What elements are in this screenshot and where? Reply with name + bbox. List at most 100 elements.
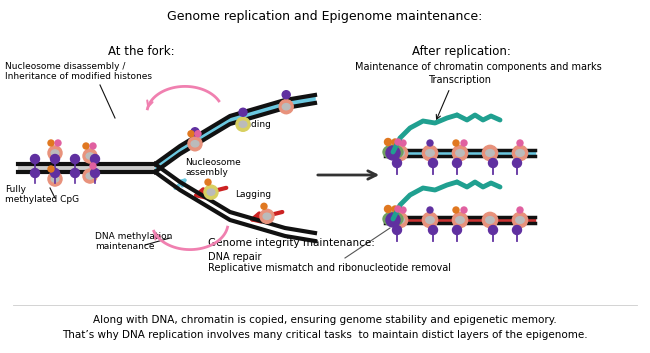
Circle shape bbox=[48, 166, 54, 172]
Wedge shape bbox=[243, 117, 250, 131]
Wedge shape bbox=[490, 145, 498, 161]
Ellipse shape bbox=[456, 217, 464, 223]
Ellipse shape bbox=[456, 150, 464, 156]
Wedge shape bbox=[204, 185, 211, 199]
Ellipse shape bbox=[86, 173, 94, 179]
Ellipse shape bbox=[207, 189, 215, 195]
Wedge shape bbox=[267, 209, 274, 223]
Circle shape bbox=[191, 128, 199, 136]
Circle shape bbox=[428, 226, 437, 234]
Circle shape bbox=[517, 207, 523, 213]
Text: DNA methylation
maintenance: DNA methylation maintenance bbox=[95, 232, 172, 251]
Wedge shape bbox=[260, 209, 267, 223]
Circle shape bbox=[428, 158, 437, 168]
Wedge shape bbox=[55, 146, 62, 160]
Circle shape bbox=[188, 131, 194, 137]
Circle shape bbox=[517, 140, 523, 146]
Text: Nucleosome
assembly: Nucleosome assembly bbox=[185, 158, 240, 178]
Bar bbox=[385, 217, 535, 223]
Circle shape bbox=[90, 143, 96, 149]
Wedge shape bbox=[430, 145, 437, 161]
Wedge shape bbox=[482, 213, 490, 228]
Circle shape bbox=[461, 140, 467, 146]
Wedge shape bbox=[422, 145, 430, 161]
Text: Genome replication and Epigenome maintenance:: Genome replication and Epigenome mainten… bbox=[167, 10, 483, 23]
Text: Fully
methylated CpG: Fully methylated CpG bbox=[5, 185, 79, 204]
Wedge shape bbox=[83, 169, 90, 183]
Circle shape bbox=[90, 168, 99, 178]
Wedge shape bbox=[188, 137, 195, 151]
Wedge shape bbox=[48, 146, 55, 160]
Wedge shape bbox=[520, 145, 528, 161]
Text: After replication:: After replication: bbox=[412, 45, 511, 58]
Wedge shape bbox=[83, 149, 90, 163]
Wedge shape bbox=[460, 145, 467, 161]
Text: That’s why DNA replication involves many critical tasks  to maintain distict lay: That’s why DNA replication involves many… bbox=[62, 330, 588, 340]
Circle shape bbox=[512, 158, 521, 168]
Ellipse shape bbox=[383, 212, 403, 226]
Circle shape bbox=[385, 205, 391, 213]
Circle shape bbox=[51, 155, 60, 163]
Ellipse shape bbox=[515, 150, 525, 156]
Text: Nucleosome disassembly /
Inheritance of modified histones: Nucleosome disassembly / Inheritance of … bbox=[5, 62, 152, 82]
Wedge shape bbox=[400, 213, 408, 228]
Circle shape bbox=[512, 226, 521, 234]
Circle shape bbox=[282, 91, 290, 99]
Wedge shape bbox=[55, 172, 62, 186]
Wedge shape bbox=[48, 172, 55, 186]
Wedge shape bbox=[393, 213, 400, 228]
Circle shape bbox=[195, 131, 201, 137]
Wedge shape bbox=[422, 213, 430, 228]
PathPatch shape bbox=[155, 95, 315, 172]
Wedge shape bbox=[512, 213, 520, 228]
Wedge shape bbox=[482, 145, 490, 161]
Circle shape bbox=[489, 158, 497, 168]
Text: Replicative mismatch and ribonucleotide removal: Replicative mismatch and ribonucleotide … bbox=[208, 263, 451, 273]
Text: Maintenance of chromatin components and marks: Maintenance of chromatin components and … bbox=[355, 62, 602, 72]
Text: DNA repair: DNA repair bbox=[208, 252, 261, 262]
Circle shape bbox=[385, 138, 391, 145]
Text: Along with DNA, chromatin is copied, ensuring genome stability and epigenetic me: Along with DNA, chromatin is copied, ens… bbox=[93, 315, 557, 325]
Ellipse shape bbox=[396, 150, 404, 156]
Ellipse shape bbox=[426, 150, 434, 156]
Circle shape bbox=[461, 207, 467, 213]
Bar bbox=[18, 164, 155, 172]
Ellipse shape bbox=[486, 150, 494, 156]
Circle shape bbox=[51, 168, 60, 178]
Ellipse shape bbox=[51, 176, 59, 182]
Circle shape bbox=[489, 226, 497, 234]
Text: Genome integrity maintenance:: Genome integrity maintenance: bbox=[208, 238, 375, 248]
Circle shape bbox=[452, 226, 462, 234]
Circle shape bbox=[453, 140, 459, 146]
Wedge shape bbox=[195, 137, 202, 151]
Circle shape bbox=[70, 155, 79, 163]
Ellipse shape bbox=[51, 150, 59, 156]
Circle shape bbox=[31, 168, 40, 178]
Wedge shape bbox=[452, 213, 460, 228]
Wedge shape bbox=[460, 213, 467, 228]
Circle shape bbox=[90, 155, 99, 163]
Ellipse shape bbox=[426, 217, 434, 223]
Circle shape bbox=[453, 207, 459, 213]
Circle shape bbox=[31, 155, 40, 163]
Wedge shape bbox=[393, 145, 400, 161]
Ellipse shape bbox=[86, 153, 94, 159]
Text: Transcription: Transcription bbox=[428, 75, 491, 85]
Ellipse shape bbox=[263, 213, 271, 220]
Ellipse shape bbox=[515, 217, 525, 223]
Wedge shape bbox=[490, 213, 498, 228]
Circle shape bbox=[205, 179, 211, 185]
Bar bbox=[385, 150, 535, 156]
Wedge shape bbox=[90, 169, 97, 183]
Ellipse shape bbox=[486, 217, 494, 223]
Circle shape bbox=[239, 108, 247, 116]
Circle shape bbox=[386, 146, 400, 160]
Text: Leading: Leading bbox=[235, 120, 271, 129]
Wedge shape bbox=[430, 213, 437, 228]
Circle shape bbox=[70, 168, 79, 178]
Circle shape bbox=[83, 143, 89, 149]
Ellipse shape bbox=[282, 103, 290, 110]
Circle shape bbox=[427, 140, 433, 146]
Circle shape bbox=[427, 207, 433, 213]
Circle shape bbox=[386, 213, 400, 227]
